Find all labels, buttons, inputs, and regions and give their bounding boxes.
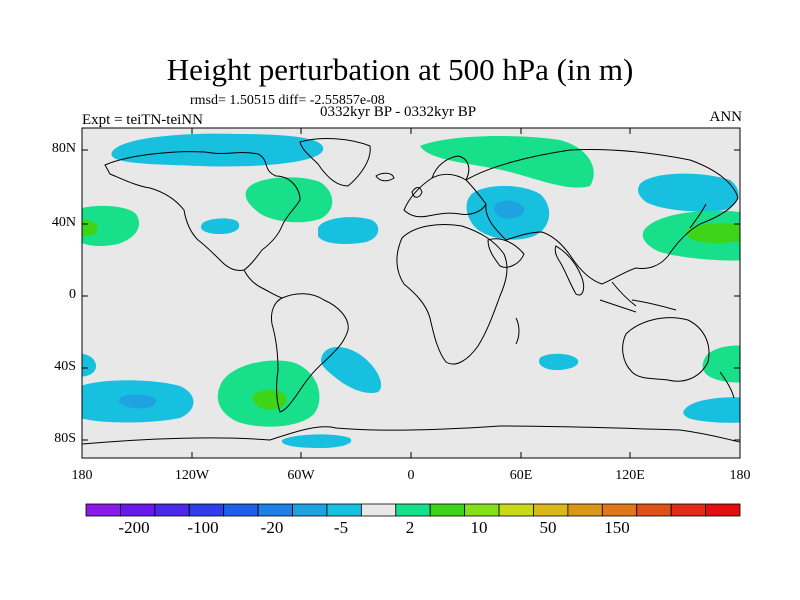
anomaly-contours [82, 133, 740, 448]
stats-text: rmsd= 1.50515 diff= -2.55857e-08 [190, 93, 385, 108]
coast-asia [465, 148, 739, 285]
coast-australia [622, 317, 710, 382]
lat-ticks [82, 149, 740, 441]
colorbar-label: 10 [470, 518, 488, 537]
coast-africa [396, 224, 508, 365]
colorbar-swatch [705, 503, 741, 517]
contour-negative-se-pac [683, 397, 740, 423]
lat-label: 80S [54, 431, 76, 446]
colorbar-label: -200 [118, 518, 150, 537]
colorbar-swatch [636, 503, 672, 517]
lon-label: 180 [729, 468, 751, 483]
contour-negative-indian [538, 353, 579, 370]
contour-negative-spac-core [118, 394, 157, 409]
contour-positive-nw-pac-core [685, 223, 740, 243]
lon-label: 60E [509, 468, 533, 483]
contour-negative-arctic [111, 133, 324, 167]
coast-madagascar [515, 317, 520, 345]
colorbar-swatch [429, 503, 466, 517]
coast-north-america [104, 151, 301, 271]
colorbar-swatch [395, 503, 431, 517]
experiment-text: Expt = teiTN-teiNN [82, 112, 203, 128]
season-text: ANN [709, 109, 743, 125]
colorbar [85, 503, 741, 517]
contour-positive-na [245, 177, 333, 223]
coast-japan [689, 203, 707, 229]
coast-antarctica [82, 425, 740, 445]
lon-label: 120W [174, 468, 210, 483]
colorbar-label: 150 [604, 518, 630, 537]
contour-negative-usw [200, 218, 240, 234]
colorbar-swatch [464, 503, 500, 517]
coast-iceland [375, 172, 395, 182]
colorbar-swatch [533, 503, 569, 517]
colorbar-label: -20 [260, 518, 284, 537]
colorbar-label: -5 [333, 518, 349, 537]
coast-arabia [487, 238, 525, 268]
coastlines [82, 138, 740, 445]
lat-label: 40S [54, 359, 76, 374]
lat-label: 80N [51, 141, 76, 156]
contour-negative-atl [318, 217, 379, 244]
colorbar-swatch [188, 503, 225, 517]
coast-british-isles [411, 187, 423, 198]
coast-greenland [299, 138, 371, 187]
plot-title: Height perturbation at 500 hPa (in m) [166, 52, 634, 87]
colorbar-label: 50 [539, 518, 557, 537]
lat-label: 0 [69, 287, 76, 302]
colorbar-swatch [223, 503, 259, 517]
colorbar-swatch [498, 503, 534, 517]
colorbar-swatch [292, 503, 328, 517]
colorbar-swatch [360, 503, 397, 517]
colorbar-swatch [85, 503, 121, 517]
lon-ticks [81, 128, 631, 458]
colorbar-label: -100 [187, 518, 219, 537]
contour-positive-npac-w [82, 205, 140, 246]
lon-label: 120E [615, 468, 645, 483]
colorbar-swatch [670, 503, 706, 517]
coast-central-america [243, 269, 283, 299]
contour-negative-mideast-core [494, 200, 525, 219]
contour-negative-ne-asia [638, 173, 739, 212]
lon-label: 60W [287, 468, 315, 483]
colorbar-swatch [120, 503, 156, 517]
coast-india [554, 245, 585, 296]
contour-negative-antarctic [281, 434, 352, 448]
coast-scandinavia [431, 155, 470, 181]
contour-negative-sw-edge [82, 353, 96, 377]
period-text: 0332kyr BP - 0332kyr BP [320, 104, 477, 120]
contour-negative-s-atl [320, 347, 382, 394]
contour-positive-siberia [420, 136, 594, 188]
colorbar-swatch [257, 503, 293, 517]
lat-label: 40N [51, 215, 76, 230]
coast-new-zealand [719, 371, 735, 399]
contour-positive-nz [702, 345, 740, 383]
colorbar-swatch [326, 503, 362, 517]
colorbar-swatch [567, 503, 603, 517]
colorbar-swatch [601, 503, 638, 517]
coast-south-america [271, 293, 349, 413]
lon-label: 0 [407, 468, 415, 483]
lon-label: 180 [71, 468, 93, 483]
colorbar-label: 2 [405, 518, 415, 537]
coast-se-asia [599, 281, 677, 313]
colorbar-swatch [154, 503, 190, 517]
